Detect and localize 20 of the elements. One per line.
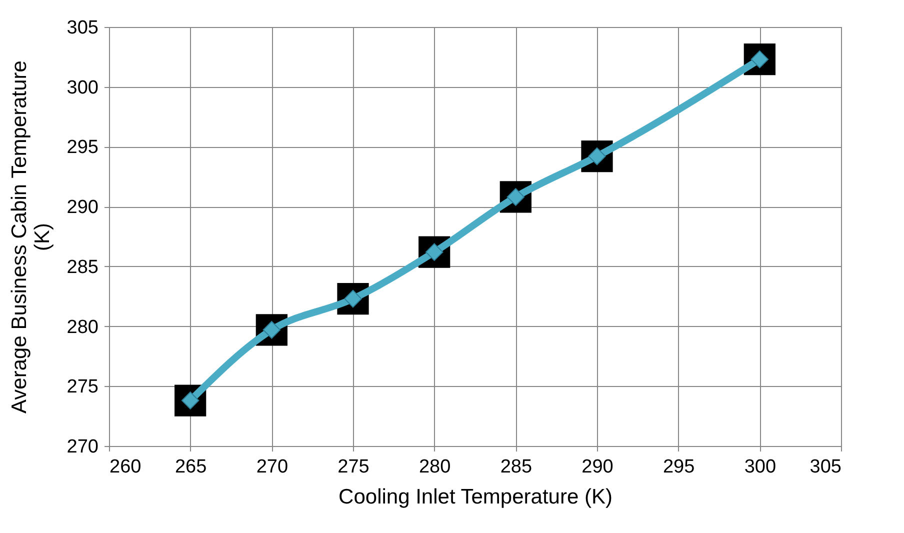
x-tick-label: 275 (338, 456, 370, 478)
x-tick-label: 290 (582, 456, 614, 478)
y-tick-label: 285 (66, 256, 98, 278)
y-tick-label: 305 (66, 18, 98, 38)
y-axis-title: Average Business Cabin Temperature (K) (8, 60, 54, 414)
x-tick-label: 280 (418, 456, 451, 478)
x-tick-label: 270 (256, 456, 288, 478)
x-tick-label: 260 (110, 456, 142, 478)
x-tick-label: 295 (662, 456, 695, 478)
x-tick-label: 305 (810, 456, 842, 478)
x-tick-label: 285 (500, 456, 532, 478)
x-tick-label: 265 (174, 456, 207, 478)
y-tick-label: 275 (66, 376, 98, 398)
y-tick-label: 280 (66, 316, 98, 338)
y-tick-label: 295 (66, 137, 98, 158)
x-axis-title: Cooling Inlet Temperature (K) (338, 486, 612, 508)
x-tick-label: 300 (744, 456, 776, 478)
y-tick-label: 300 (66, 77, 98, 98)
y-tick-label: 290 (66, 197, 98, 218)
y-tick-label: 270 (66, 436, 98, 458)
